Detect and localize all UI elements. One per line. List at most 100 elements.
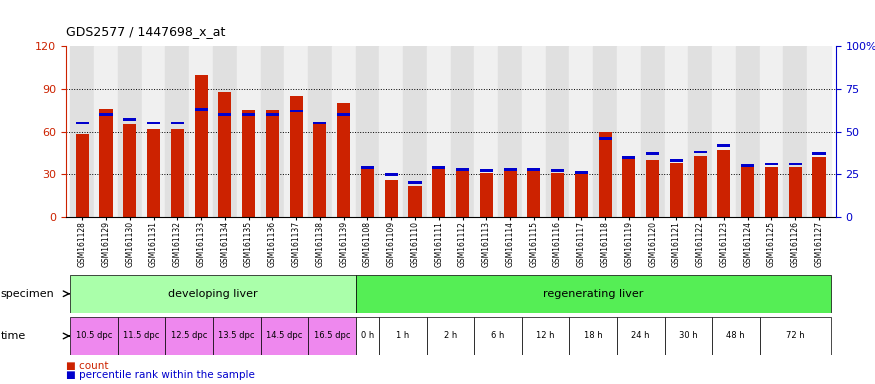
Bar bbox=[598, 131, 612, 217]
Text: specimen: specimen bbox=[1, 289, 54, 299]
Bar bbox=[427, 317, 474, 355]
Bar bbox=[646, 160, 659, 217]
Text: 18 h: 18 h bbox=[584, 331, 603, 341]
Bar bbox=[355, 317, 380, 355]
Bar bbox=[598, 137, 612, 140]
Bar bbox=[551, 173, 564, 217]
Bar bbox=[617, 46, 640, 217]
Bar bbox=[237, 46, 261, 217]
Bar bbox=[528, 171, 541, 217]
Bar bbox=[337, 113, 350, 116]
Bar bbox=[360, 166, 374, 169]
Bar bbox=[266, 113, 279, 116]
Bar bbox=[242, 110, 256, 217]
Bar bbox=[360, 166, 374, 217]
Bar bbox=[622, 156, 635, 159]
Bar bbox=[380, 46, 403, 217]
Bar bbox=[313, 124, 326, 217]
Bar bbox=[813, 157, 825, 217]
Text: 30 h: 30 h bbox=[679, 331, 697, 341]
Text: time: time bbox=[1, 331, 26, 341]
Bar bbox=[284, 46, 308, 217]
Bar bbox=[783, 46, 807, 217]
Bar bbox=[503, 171, 516, 217]
Text: 24 h: 24 h bbox=[632, 331, 650, 341]
Text: 48 h: 48 h bbox=[726, 331, 746, 341]
Bar bbox=[194, 74, 207, 217]
Bar bbox=[142, 46, 165, 217]
Bar bbox=[456, 168, 469, 170]
Bar bbox=[219, 113, 231, 116]
Text: 6 h: 6 h bbox=[492, 331, 505, 341]
Bar bbox=[522, 317, 570, 355]
Bar bbox=[480, 173, 493, 217]
Bar bbox=[760, 46, 783, 217]
Bar bbox=[570, 46, 593, 217]
Bar bbox=[498, 46, 522, 217]
Bar bbox=[242, 113, 256, 116]
Bar bbox=[694, 156, 707, 217]
Bar bbox=[736, 46, 760, 217]
Bar bbox=[570, 317, 617, 355]
Bar bbox=[165, 46, 189, 217]
Bar bbox=[640, 46, 664, 217]
Bar bbox=[503, 168, 516, 170]
Bar bbox=[213, 46, 237, 217]
Text: 13.5 dpc: 13.5 dpc bbox=[219, 331, 255, 341]
Bar bbox=[670, 159, 682, 162]
Bar bbox=[76, 134, 88, 217]
Bar bbox=[694, 151, 707, 154]
Bar bbox=[712, 317, 760, 355]
Text: 2 h: 2 h bbox=[444, 331, 458, 341]
Text: 10.5 dpc: 10.5 dpc bbox=[76, 331, 112, 341]
Bar bbox=[664, 46, 689, 217]
Bar bbox=[147, 122, 160, 124]
Bar bbox=[760, 317, 831, 355]
Bar bbox=[100, 113, 113, 116]
Bar bbox=[765, 167, 778, 217]
Bar bbox=[575, 173, 588, 217]
Bar bbox=[194, 108, 207, 111]
Bar bbox=[332, 46, 355, 217]
Bar bbox=[165, 317, 213, 355]
Bar bbox=[664, 317, 712, 355]
Bar bbox=[551, 169, 564, 172]
Text: developing liver: developing liver bbox=[168, 289, 258, 299]
Bar bbox=[432, 167, 445, 217]
Text: 72 h: 72 h bbox=[786, 331, 804, 341]
Bar bbox=[712, 46, 736, 217]
Bar bbox=[403, 46, 427, 217]
Bar bbox=[261, 317, 308, 355]
Bar bbox=[670, 163, 682, 217]
Bar bbox=[123, 118, 136, 121]
Text: 14.5 dpc: 14.5 dpc bbox=[266, 331, 303, 341]
Text: 12.5 dpc: 12.5 dpc bbox=[171, 331, 207, 341]
Bar bbox=[617, 317, 664, 355]
Bar bbox=[171, 129, 184, 217]
Bar bbox=[355, 46, 380, 217]
Bar bbox=[308, 46, 332, 217]
Text: ■ count: ■ count bbox=[66, 361, 108, 371]
Bar bbox=[622, 156, 635, 217]
Bar bbox=[474, 46, 498, 217]
Bar bbox=[432, 166, 445, 169]
Bar bbox=[741, 164, 754, 167]
Text: 11.5 dpc: 11.5 dpc bbox=[123, 331, 160, 341]
Bar bbox=[451, 46, 474, 217]
Bar bbox=[718, 150, 731, 217]
Bar bbox=[219, 92, 231, 217]
Bar bbox=[70, 275, 355, 313]
Text: GDS2577 / 1447698_x_at: GDS2577 / 1447698_x_at bbox=[66, 25, 225, 38]
Bar bbox=[409, 185, 422, 217]
Bar bbox=[689, 46, 712, 217]
Text: ■ percentile rank within the sample: ■ percentile rank within the sample bbox=[66, 370, 255, 380]
Bar bbox=[813, 152, 825, 155]
Bar bbox=[355, 275, 831, 313]
Bar bbox=[385, 180, 398, 217]
Bar bbox=[290, 109, 303, 113]
Bar bbox=[337, 103, 350, 217]
Bar bbox=[189, 46, 213, 217]
Bar bbox=[456, 171, 469, 217]
Bar bbox=[718, 144, 731, 147]
Bar bbox=[741, 166, 754, 217]
